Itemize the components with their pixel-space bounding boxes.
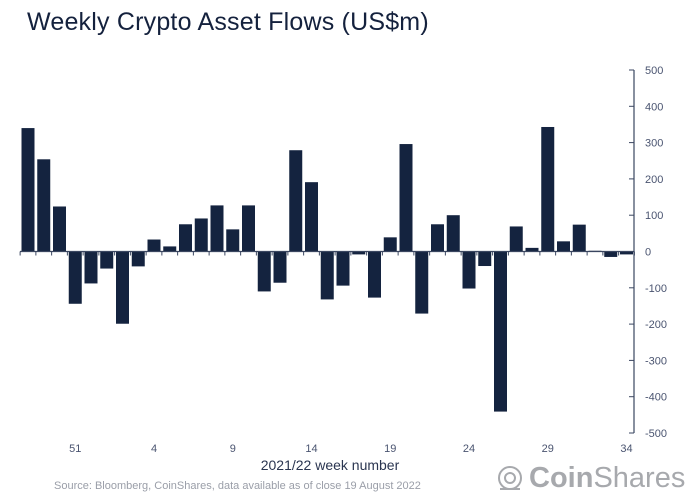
bar-week-51 <box>68 251 82 304</box>
y-tick-label: -500 <box>645 428 667 440</box>
bar-week-49 <box>37 159 51 252</box>
bar-week-21 <box>415 251 429 314</box>
bar-week-9 <box>226 229 240 252</box>
x-tick-label: 24 <box>463 443 475 455</box>
x-tick-label: 34 <box>620 443 632 455</box>
bar-week-14 <box>305 182 318 252</box>
bar-week-12 <box>273 251 287 283</box>
y-tick-label: 300 <box>645 138 663 150</box>
x-tick-label: 14 <box>305 443 317 455</box>
y-tick-label: -100 <box>645 283 667 295</box>
bar-week-5 <box>163 246 177 252</box>
bar-week-28 <box>525 247 539 252</box>
bar-week-27 <box>509 226 523 252</box>
bar-week-33 <box>604 251 618 257</box>
x-tick-label: 29 <box>542 443 554 455</box>
bar-week-16 <box>336 251 350 286</box>
x-tick-label: 4 <box>151 443 157 455</box>
bar-week-48 <box>21 128 35 252</box>
y-tick-label: -400 <box>645 392 667 404</box>
coinshares-logo: Coin Shares <box>497 462 685 495</box>
bar-week-11 <box>257 251 271 292</box>
bar-week-29 <box>541 126 555 252</box>
logo-text-coin: Coin <box>529 462 594 494</box>
bar-week-23 <box>446 215 460 252</box>
bar-week-52 <box>84 251 98 284</box>
bar-week-13 <box>289 150 303 252</box>
bar-week-8 <box>210 205 224 252</box>
bar-week-24 <box>462 251 476 289</box>
y-tick-label: -200 <box>645 319 667 331</box>
y-tick-label: 200 <box>645 174 663 186</box>
x-tick-label: 19 <box>384 443 396 455</box>
y-tick-label: 400 <box>645 101 663 113</box>
coinshares-helmet-icon <box>498 465 522 490</box>
bar-week-15 <box>320 251 334 300</box>
y-tick-label: -300 <box>645 355 667 367</box>
x-axis-label: 2021/22 week number <box>260 457 400 473</box>
bar-week-4 <box>147 239 161 252</box>
y-tick-label: 100 <box>645 210 663 222</box>
bar-week-6 <box>179 224 192 252</box>
bar-week-17 <box>352 251 366 255</box>
bar-week-20 <box>399 144 413 252</box>
bar-week-31 <box>572 224 586 252</box>
bar-week-10 <box>242 205 255 252</box>
y-tick-label: 0 <box>645 247 651 259</box>
x-tick-label: 51 <box>69 443 81 455</box>
bar-week-34 <box>620 251 633 255</box>
bar-week-30 <box>557 241 570 252</box>
source-note: Source: Bloomberg, CoinShares, data avai… <box>54 480 421 492</box>
bar-week-26 <box>494 251 507 412</box>
bar-week-22 <box>431 224 444 252</box>
bar-week-1 <box>100 251 114 269</box>
bar-week-19 <box>383 237 397 252</box>
bar-week-18 <box>368 251 381 298</box>
x-tick-label: 9 <box>230 443 236 455</box>
logo-text-shares: Shares <box>593 462 686 494</box>
bar-week-50 <box>53 206 66 252</box>
bar-week-7 <box>194 218 208 252</box>
bar-week-2 <box>116 251 129 324</box>
chart-title: Weekly Crypto Asset Flows (US$m) <box>27 8 429 36</box>
bar-week-3 <box>131 251 145 267</box>
y-tick-label: 500 <box>645 65 663 77</box>
bar-week-25 <box>478 251 492 267</box>
